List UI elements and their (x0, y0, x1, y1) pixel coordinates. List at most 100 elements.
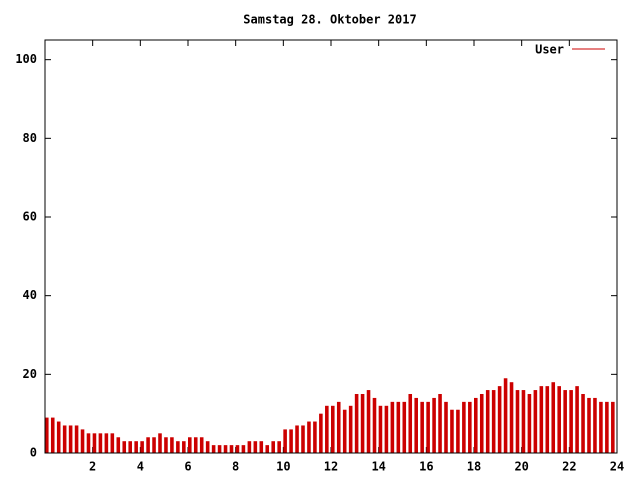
bar (539, 386, 544, 453)
bar (545, 386, 550, 453)
bar (241, 445, 246, 453)
bar (426, 401, 430, 453)
x-tick-label: 24 (610, 460, 624, 474)
bar (122, 441, 127, 453)
bar (581, 394, 585, 453)
bar (444, 401, 448, 453)
bar (462, 401, 466, 453)
bar (98, 433, 103, 453)
bar (575, 386, 579, 453)
x-tick-label: 18 (467, 460, 481, 474)
y-tick-label: 60 (23, 210, 37, 224)
bar (211, 445, 216, 453)
chart-title: Samstag 28. Oktober 2017 (243, 13, 416, 27)
bar (313, 421, 317, 453)
bar (563, 390, 567, 453)
bar (62, 425, 67, 453)
bar (289, 429, 293, 453)
bar (247, 441, 252, 453)
y-tick-label: 0 (30, 446, 37, 460)
bar (295, 425, 299, 453)
bar (468, 401, 472, 453)
bar (110, 433, 115, 453)
bar (551, 382, 556, 453)
bar (390, 401, 395, 453)
bar (521, 390, 526, 453)
bar (86, 433, 91, 453)
bar (176, 441, 180, 453)
bar (199, 437, 204, 453)
bar (414, 397, 418, 453)
bar (605, 401, 609, 453)
bar (277, 441, 281, 453)
bar (271, 441, 275, 453)
bar (50, 417, 55, 453)
bar (45, 417, 49, 453)
bar (223, 445, 228, 453)
bar (319, 413, 323, 453)
bar (164, 437, 168, 453)
bar (146, 437, 150, 453)
bar (283, 429, 287, 453)
bar (56, 421, 61, 453)
bar (497, 386, 502, 453)
bar (372, 397, 377, 453)
bar (68, 425, 73, 453)
bar (134, 441, 138, 453)
bar (611, 401, 615, 453)
bar (188, 437, 192, 453)
bar (74, 425, 79, 453)
bar (229, 445, 234, 453)
bar (420, 401, 424, 453)
bar (158, 433, 162, 453)
bar (485, 390, 490, 453)
bar (152, 437, 156, 453)
bar (408, 394, 413, 453)
bar (354, 394, 359, 453)
bar (599, 401, 603, 453)
plot-frame (44, 39, 618, 454)
bar (479, 394, 484, 453)
x-tick-label: 12 (324, 460, 338, 474)
legend-label: User (535, 43, 564, 57)
bar (92, 433, 97, 453)
x-tick-label: 20 (514, 460, 528, 474)
x-tick-label: 10 (276, 460, 290, 474)
bar (170, 437, 174, 453)
y-tick-label: 40 (23, 288, 37, 302)
bar (456, 409, 460, 453)
bar (366, 390, 371, 453)
bar (193, 437, 198, 453)
bar (217, 445, 222, 453)
bar (307, 421, 311, 453)
bar (527, 394, 532, 453)
bar (128, 441, 132, 453)
x-tick-label: 22 (562, 460, 576, 474)
bar (140, 441, 144, 453)
x-tick-label: 14 (371, 460, 385, 474)
bar (360, 394, 365, 453)
bar (301, 425, 305, 453)
y-tick-label: 100 (15, 52, 37, 66)
bar (450, 409, 454, 453)
bar (235, 445, 240, 453)
bar (384, 405, 389, 453)
bar (378, 405, 383, 453)
bar (509, 382, 514, 453)
bar (474, 397, 478, 453)
bar (402, 401, 407, 453)
y-tick-label: 20 (23, 367, 37, 381)
bar (533, 390, 538, 453)
bar (259, 441, 264, 453)
bar (348, 405, 353, 453)
x-tick-label: 16 (419, 460, 433, 474)
bar (593, 397, 597, 453)
bar (80, 429, 85, 453)
bar (491, 390, 496, 453)
bar (253, 441, 258, 453)
bar (331, 405, 335, 453)
bar (438, 394, 442, 453)
x-tick-label: 2 (89, 460, 96, 474)
